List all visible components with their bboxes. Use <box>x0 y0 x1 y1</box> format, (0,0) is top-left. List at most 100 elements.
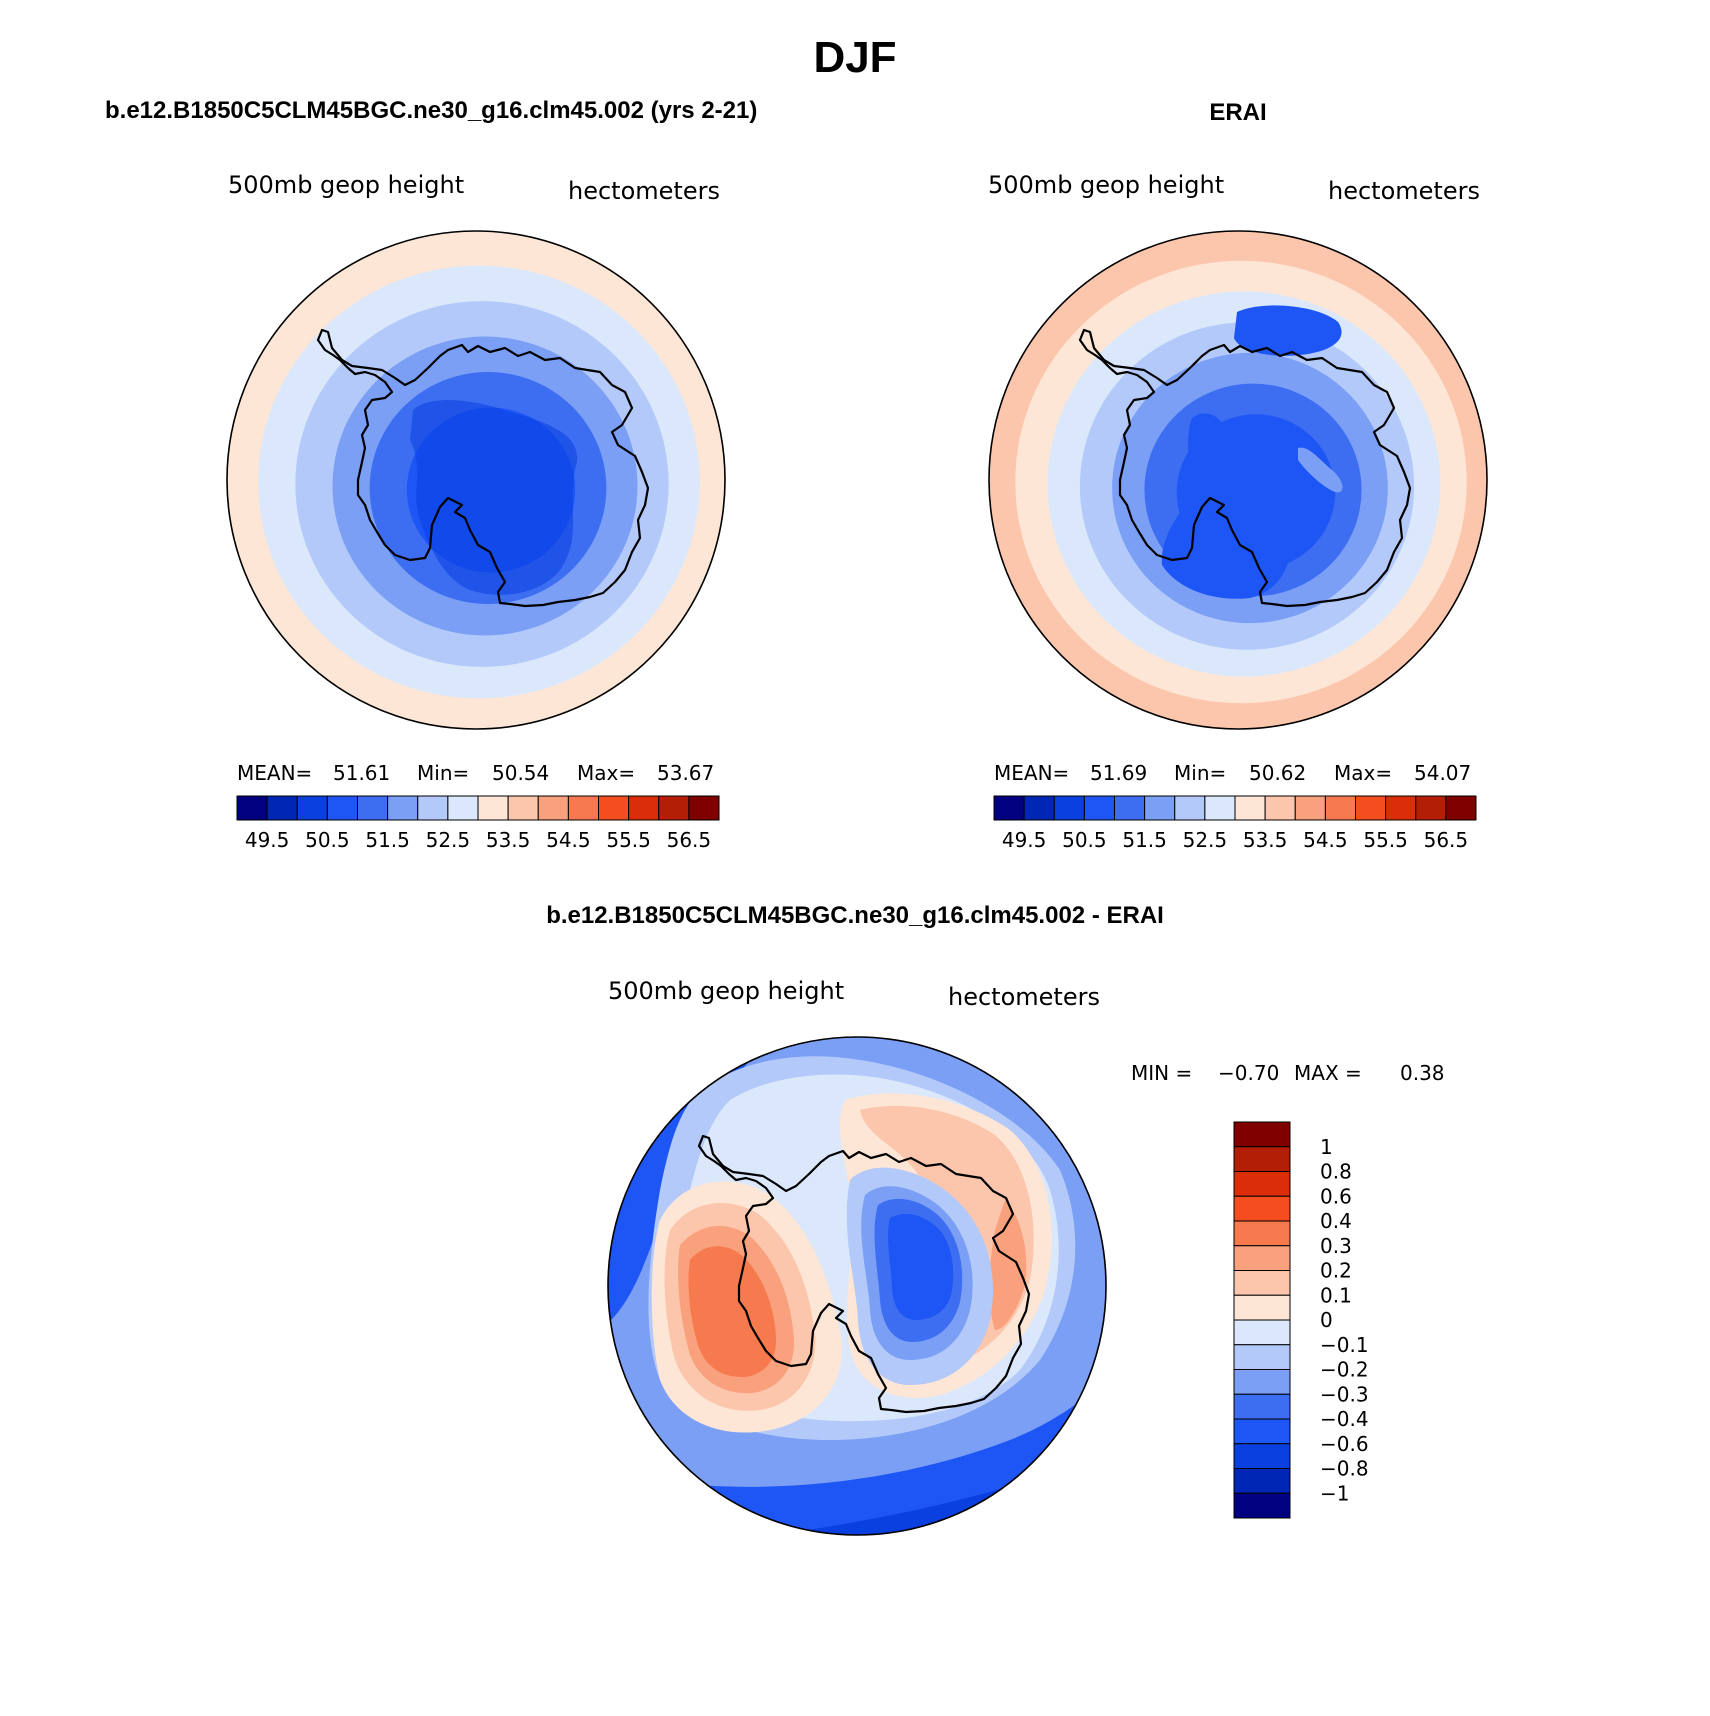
panel-obs-colorbar-label: 56.5 <box>1424 828 1469 852</box>
panel-diff-colorbar-label: −0.8 <box>1320 1457 1369 1481</box>
panel-diff-colorbar-swatch <box>1233 1443 1291 1469</box>
panel-diff-max-value: 0.38 <box>1400 1061 1445 1085</box>
panel-model-mean-value: 51.61 <box>333 761 390 785</box>
panel-model-colorbar-label: 49.5 <box>245 828 290 852</box>
panel-obs-header: ERAI <box>1209 99 1266 126</box>
panel-model-min-label: Min= <box>417 761 469 785</box>
panel-model-colorbar-swatch <box>357 795 389 821</box>
panel-diff-colorbar-label: 0 <box>1320 1308 1333 1332</box>
panel-obs-mean-label: MEAN= <box>994 761 1069 785</box>
panel-obs-min-value: 50.62 <box>1249 761 1306 785</box>
panel-diff-colorbar-label: 0.2 <box>1320 1259 1352 1283</box>
panel-obs-colorbar-label: 54.5 <box>1303 828 1348 852</box>
panel-obs-colorbar-swatch <box>1174 795 1206 821</box>
panel-obs-colorbar-swatch <box>1204 795 1236 821</box>
panel-diff-colorbar-swatch <box>1233 1344 1291 1370</box>
panel-model-colorbar-label: 53.5 <box>486 828 531 852</box>
panel-obs-colorbar-swatch <box>1264 795 1296 821</box>
panel-diff-colorbar-label: 1 <box>1320 1135 1333 1159</box>
panel-obs-colorbar-label: 52.5 <box>1183 828 1228 852</box>
panel-diff-colorbar-label: −1 <box>1320 1481 1349 1505</box>
panel-diff-colorbar-label: 0.4 <box>1320 1209 1352 1233</box>
panel-model-colorbar-swatch <box>688 795 720 821</box>
panel-model-colorbar-swatch <box>537 795 569 821</box>
panel-model-mean-label: MEAN= <box>237 761 312 785</box>
panel-model-colorbar-label: 50.5 <box>305 828 350 852</box>
panel-model-min-value: 50.54 <box>492 761 549 785</box>
panel-diff-colorbar-swatch <box>1233 1245 1291 1271</box>
panel-diff-variable: 500mb geop height <box>608 977 844 1005</box>
panel-model-core-contour <box>410 400 578 595</box>
panel-obs-colorbar-label: 50.5 <box>1062 828 1107 852</box>
panel-obs-colorbar-label: 55.5 <box>1363 828 1408 852</box>
panel-model-colorbar-swatch <box>658 795 690 821</box>
panel-diff-colorbar-label: −0.6 <box>1320 1432 1369 1456</box>
panel-diff-colorbar: 10.80.60.40.30.20.10−0.1−0.2−0.3−0.4−0.6… <box>1233 1121 1369 1519</box>
panel-model-max-value: 53.67 <box>657 761 714 785</box>
panel-diff-colorbar-label: 0.3 <box>1320 1234 1352 1258</box>
panel-model-globe-border <box>226 230 726 730</box>
panel-model-colorbar-swatch <box>447 795 479 821</box>
panel-obs-colorbar-label: 51.5 <box>1122 828 1167 852</box>
panel-obs-colorbar-swatch <box>1385 795 1417 821</box>
panel-diff-colorbar-label: −0.2 <box>1320 1358 1369 1382</box>
panel-obs-weak-contour <box>1298 447 1343 493</box>
antarctica-outline <box>316 328 650 608</box>
panel-model-header: b.e12.B1850C5CLM45BGC.ne30_g16.clm45.002… <box>105 97 757 124</box>
diff-pos-east-core <box>989 1200 1027 1330</box>
panel-obs-colorbar-swatch <box>1294 795 1326 821</box>
panel-diff-colorbar-label: −0.4 <box>1320 1407 1369 1431</box>
panel-diff-colorbar-swatch <box>1233 1146 1291 1172</box>
panel-obs-globe-border <box>988 230 1488 730</box>
panel-diff-min-label: MIN = <box>1131 1061 1192 1085</box>
panel-obs-colorbar-swatch <box>993 795 1025 821</box>
panel-model-colorbar: 49.5 50.5 51.5 52.5 53.5 54.5 55.5 56.5 <box>236 795 720 852</box>
panel-obs-core-contour-1 <box>1234 305 1342 356</box>
panel-diff-colorbar-label: 0.6 <box>1320 1184 1352 1208</box>
panel-model-colorbar-label: 55.5 <box>606 828 651 852</box>
panel-obs-colorbar-swatch <box>1234 795 1266 821</box>
panel-diff-globe-border <box>607 1036 1107 1536</box>
panel-diff-colorbar-swatch <box>1233 1369 1291 1395</box>
panel-diff-colorbar-swatch <box>1233 1418 1291 1445</box>
panel-model-map <box>226 230 726 730</box>
panel-diff-min-value: −0.70 <box>1218 1061 1279 1085</box>
panel-diff-field <box>608 1037 1106 1535</box>
panel-obs-max-label: Max= <box>1334 761 1392 785</box>
panel-model-colorbar-label: 56.5 <box>667 828 712 852</box>
panel-diff-colorbar-swatch <box>1233 1121 1291 1148</box>
panel-obs-colorbar-swatch <box>1114 795 1146 821</box>
panel-model-colorbar-swatch <box>296 795 328 821</box>
panel-obs-core-contour-2 <box>1161 413 1292 599</box>
panel-diff-colorbar-swatch <box>1233 1294 1291 1321</box>
panel-obs-units: hectometers <box>1328 177 1480 205</box>
antarctica-outline <box>697 1134 1031 1414</box>
panel-diff-colorbar-swatch <box>1233 1468 1291 1494</box>
panel-diff-colorbar-swatch <box>1233 1171 1291 1197</box>
panel-diff-units: hectometers <box>948 983 1100 1011</box>
panel-obs-max-value: 54.07 <box>1414 761 1471 785</box>
diff-neg-center-core <box>888 1213 954 1320</box>
panel-diff-colorbar-swatch <box>1233 1319 1291 1346</box>
panel-obs-mean-value: 51.69 <box>1090 761 1147 785</box>
panel-diff-colorbar-swatch <box>1233 1492 1291 1519</box>
antarctica-outline <box>1078 328 1412 608</box>
panel-obs-colorbar: 49.5 50.5 51.5 52.5 53.5 54.5 55.5 56.5 <box>993 795 1477 852</box>
panel-diff-colorbar-swatch <box>1233 1393 1291 1420</box>
panel-model-colorbar-swatch <box>387 795 419 821</box>
panel-obs-colorbar-swatch <box>1053 795 1085 821</box>
panel-obs-colorbar-swatch <box>1144 795 1176 821</box>
panel-diff-colorbar-swatch <box>1233 1220 1291 1247</box>
panel-obs-colorbar-label: 49.5 <box>1002 828 1047 852</box>
panel-model-colorbar-swatch <box>507 795 539 821</box>
panel-diff-colorbar-label: −0.1 <box>1320 1333 1369 1357</box>
panel-model-colorbar-swatch <box>266 795 298 821</box>
panel-diff-colorbar-swatch <box>1233 1195 1291 1222</box>
panel-model-units: hectometers <box>568 177 720 205</box>
panel-model-colorbar-label: 54.5 <box>546 828 591 852</box>
panel-model-colorbar-swatch <box>417 795 449 821</box>
panel-obs-colorbar-swatch <box>1445 795 1477 821</box>
panel-model-colorbar-label: 52.5 <box>426 828 471 852</box>
panel-diff-map <box>607 1036 1107 1536</box>
panel-model-max-label: Max= <box>577 761 635 785</box>
